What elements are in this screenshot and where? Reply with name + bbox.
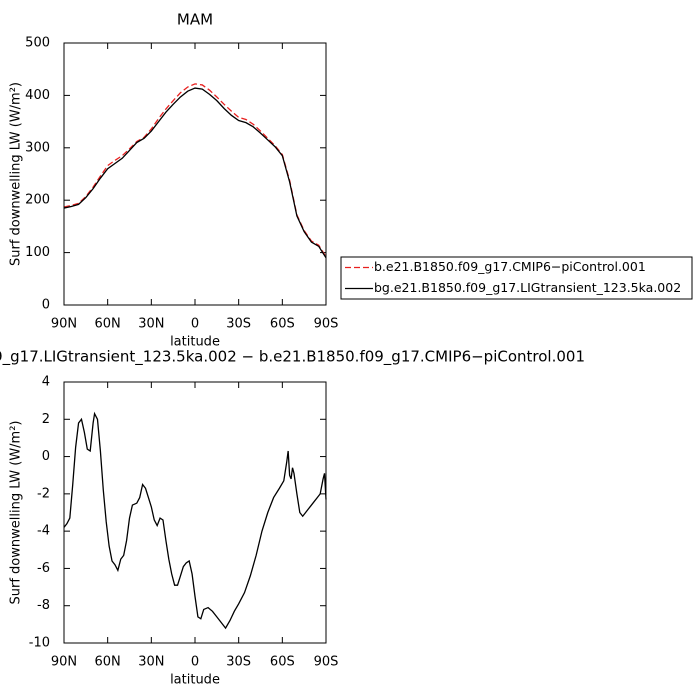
x-tick-label: 90N bbox=[51, 655, 77, 670]
y-tick-label: -4 bbox=[37, 524, 50, 539]
x-tick-label: 0 bbox=[191, 655, 199, 670]
y-tick-label: 300 bbox=[25, 140, 50, 155]
x-tick-label: 30N bbox=[138, 655, 164, 670]
y-tick-label: 0 bbox=[42, 298, 50, 313]
chart-title: bg.e21.B1850.f09_g17.LIGtransient_123.5k… bbox=[0, 348, 585, 367]
legend-label: b.e21.B1850.f09_g17.CMIP6−piControl.001 bbox=[374, 259, 646, 274]
x-tick-label: 90S bbox=[314, 317, 339, 332]
legend-box bbox=[340, 256, 693, 300]
y-tick-label: -8 bbox=[37, 598, 50, 613]
y-tick-label: -10 bbox=[29, 636, 50, 651]
y-tick-label: 200 bbox=[25, 193, 50, 208]
x-tick-label: 30S bbox=[226, 317, 251, 332]
y-axis-label: Surf downwelling LW (W/m²) bbox=[9, 421, 24, 605]
y-tick-label: 500 bbox=[25, 36, 50, 51]
legend-label: bg.e21.B1850.f09_g17.LIGtransient_123.5k… bbox=[374, 280, 681, 295]
plot-frame bbox=[63, 42, 327, 306]
x-tick-label: 30S bbox=[226, 655, 251, 670]
y-tick-label: -6 bbox=[37, 561, 50, 576]
x-tick-label: 60N bbox=[95, 655, 121, 670]
y-tick-label: 2 bbox=[42, 412, 50, 427]
y-axis-label: Surf downwelling LW (W/m²) bbox=[9, 82, 24, 266]
y-tick-label: 400 bbox=[25, 88, 50, 103]
data-line bbox=[63, 83, 327, 258]
y-tick-label: 0 bbox=[42, 449, 50, 464]
x-tick-label: 60S bbox=[270, 655, 295, 670]
x-tick-label: 30N bbox=[138, 317, 164, 332]
data-line bbox=[63, 87, 327, 259]
data-line bbox=[63, 411, 327, 630]
y-tick-label: 100 bbox=[25, 245, 50, 260]
y-tick-label: -2 bbox=[37, 486, 50, 501]
plot-frame bbox=[63, 381, 327, 644]
x-axis-label: latitude bbox=[170, 335, 220, 350]
x-tick-label: 0 bbox=[191, 317, 199, 332]
x-tick-label: 60N bbox=[95, 317, 121, 332]
x-tick-label: 90S bbox=[314, 655, 339, 670]
x-tick-label: 90N bbox=[51, 317, 77, 332]
x-axis-label: latitude bbox=[170, 673, 220, 688]
chart-title: MAM bbox=[177, 11, 213, 29]
x-tick-label: 60S bbox=[270, 317, 295, 332]
y-tick-label: 4 bbox=[42, 375, 50, 390]
